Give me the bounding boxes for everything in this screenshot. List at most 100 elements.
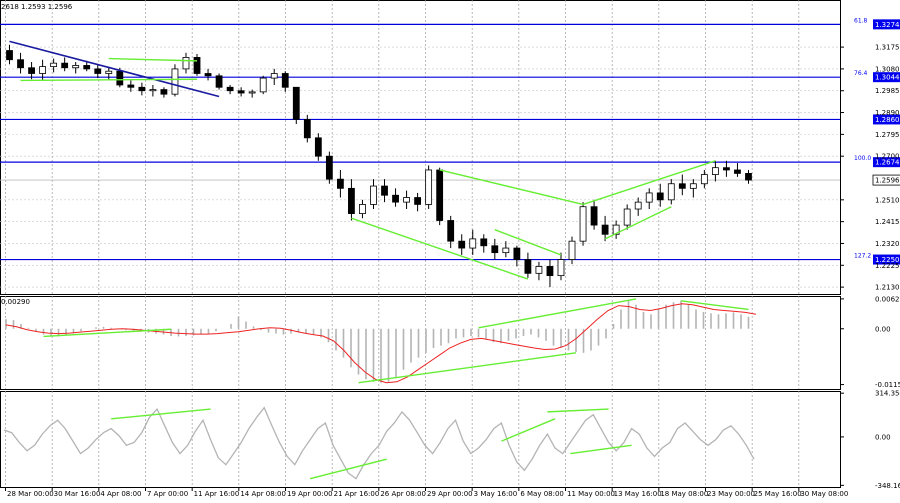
candle-body <box>325 155 333 180</box>
trendline-descending <box>9 40 220 98</box>
candle-body <box>480 238 488 247</box>
candle-body <box>61 62 69 69</box>
candle-body <box>28 67 35 74</box>
axes: 28 Mar 00:00 30 Mar 16:00 4 Apr 08:00 7 Apr… <box>1 3 900 498</box>
price-tick-label: 1.3080 <box>875 65 900 73</box>
macd-divergence-line <box>680 300 749 311</box>
time-tick-label: 30 May 08:00 <box>800 490 848 498</box>
macd-tick-label: -0.01158 <box>875 381 900 389</box>
time-tick-label: 28 Mar 00:00 <box>7 490 54 498</box>
candle-body <box>557 259 565 277</box>
cci-divergence-line <box>570 444 632 455</box>
candle-body <box>723 167 730 171</box>
candle-body <box>535 266 543 274</box>
price-tick-label: 1.2320 <box>875 240 900 248</box>
time-tick-label: 7 Apr 00:00 <box>147 490 188 498</box>
candle-body <box>292 86 300 120</box>
candle-body <box>745 173 752 181</box>
divergence-line <box>582 160 716 206</box>
cci-divergence-line <box>111 408 211 420</box>
macd-divergence-line <box>478 298 637 329</box>
candle-body <box>17 59 24 69</box>
cci-tick-label: 0.00 <box>875 433 891 441</box>
candle-body <box>469 238 477 249</box>
candle-body <box>458 240 466 249</box>
candle-body <box>678 183 686 189</box>
time-tick-label: 14 Apr 08:00 <box>240 490 286 498</box>
cci-divergence-line <box>547 408 609 413</box>
level-price-box <box>873 157 900 168</box>
horizontal-levels: 1.3274 61.8 1.3044 76.4 1.2860 1.2674 100.0 1.2… <box>0 17 900 265</box>
candle-body <box>215 75 223 88</box>
candle-body <box>281 73 289 88</box>
time-tick-label: 11 Apr 16:00 <box>194 490 240 498</box>
candle-body <box>237 90 245 94</box>
price-tick-label: 1.2510 <box>875 196 900 204</box>
candle-body <box>259 77 267 93</box>
macd-panel-frame <box>0 296 841 390</box>
chart-header-text: 2618 1.2593 1.2596 <box>1 3 73 11</box>
macd-divergence-line <box>358 352 577 384</box>
divergence-line <box>439 169 584 206</box>
trendlines <box>9 40 716 280</box>
cci-divergence-line <box>309 458 387 480</box>
candle-body <box>127 84 135 88</box>
level-price-box <box>873 72 900 83</box>
candle-body <box>105 70 113 74</box>
candle-body <box>160 89 168 95</box>
time-tick-label: 6 May 08:00 <box>520 490 564 498</box>
price-tick-label: 1.2415 <box>875 218 900 226</box>
time-tick-label: 26 Apr 08:00 <box>380 490 426 498</box>
fib-level-label: 127.2 <box>854 253 871 260</box>
candle-body <box>370 185 377 205</box>
price-tick-label: 1.3175 <box>875 44 900 52</box>
time-tick-label: 29 Apr 00:00 <box>427 490 473 498</box>
candle-body <box>392 194 399 203</box>
candle-body <box>39 66 47 74</box>
candle-body <box>314 137 322 157</box>
grid-lines <box>0 0 841 488</box>
cci-line <box>3 406 755 480</box>
candle-body <box>623 208 631 226</box>
level-price-label: 1.3044 <box>875 74 900 82</box>
candle-body <box>436 169 444 221</box>
candle-body <box>667 183 675 201</box>
current-price-box <box>872 174 900 186</box>
time-tick-label: 19 Apr 00:00 <box>287 490 333 498</box>
candle-body <box>513 247 521 260</box>
time-tick-label: 23 May 00:00 <box>707 490 755 498</box>
time-tick-label: 11 May 00:00 <box>567 490 615 498</box>
macd-tick-label: 0.00 <box>875 325 891 333</box>
candlestick-series <box>6 44 752 288</box>
candle-body <box>546 266 554 277</box>
candle-body <box>734 169 741 174</box>
candle-body <box>270 73 278 79</box>
candle-body <box>656 192 664 201</box>
candle-body <box>447 220 455 242</box>
price-tick-label: 1.2890 <box>875 109 900 117</box>
candle-body <box>204 73 212 77</box>
macd-panel: 0.00290 0.0062 0.00 -0.01158 <box>1 295 900 389</box>
level-price-label: 1.2860 <box>875 116 900 124</box>
candle-body <box>425 169 433 205</box>
candle-body <box>634 201 642 210</box>
macd-signal-line <box>5 303 757 384</box>
candle-body <box>381 185 388 196</box>
macd-tick-label: 0.0062 <box>875 295 900 303</box>
fib-level-label: 76.4 <box>854 70 868 77</box>
candle-body <box>403 197 410 203</box>
cci-panel: 314.3545 0.00 -348.168 <box>3 390 900 490</box>
current-price-label: 1.2596 <box>875 177 900 185</box>
candle-body <box>700 174 708 185</box>
candle-body <box>50 62 58 68</box>
divergence-line <box>351 217 529 280</box>
price-tick-label: 1.2130 <box>875 284 900 292</box>
divergence-line <box>20 78 198 82</box>
candle-body <box>568 240 576 260</box>
candle-body <box>645 192 653 203</box>
candle-body <box>502 247 510 254</box>
candle-body <box>171 68 179 95</box>
level-price-box <box>873 19 900 30</box>
